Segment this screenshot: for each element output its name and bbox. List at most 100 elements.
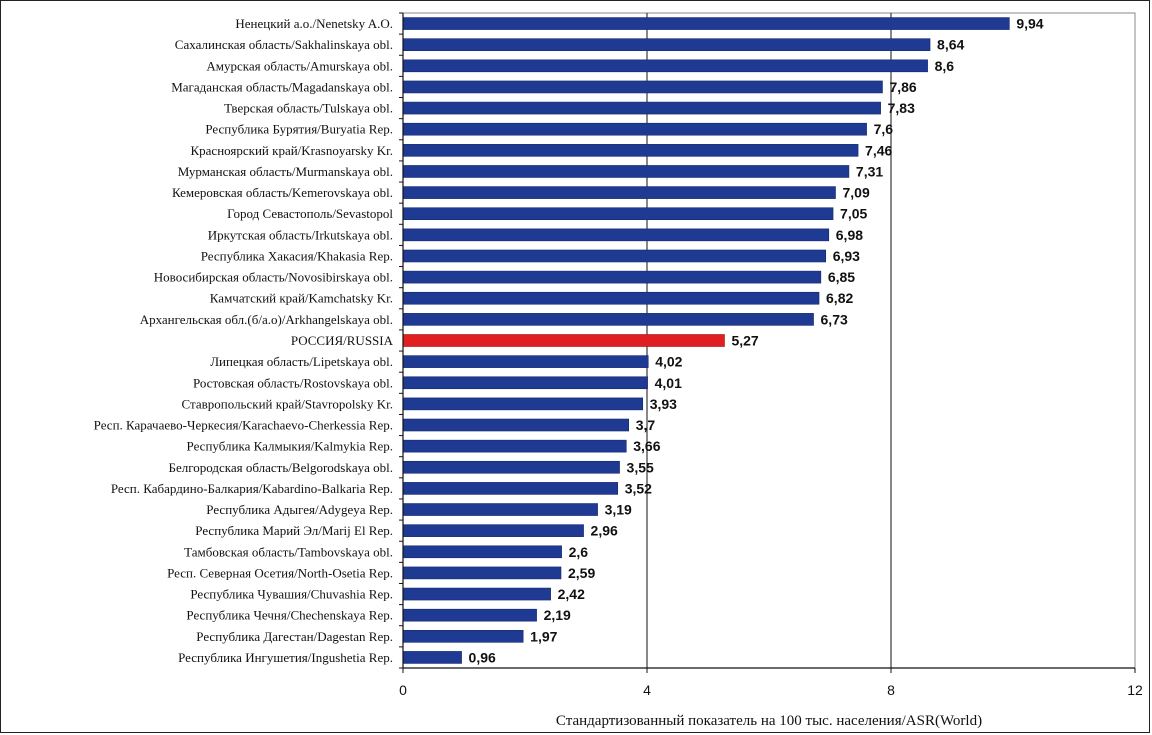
bar xyxy=(402,651,462,664)
category-label: РОССИЯ/RUSSIA xyxy=(291,333,394,348)
value-label: 3,93 xyxy=(650,396,677,412)
category-label: Респ. Карачаево-Черкесия/Karachaevo-Cher… xyxy=(94,418,393,433)
bar xyxy=(402,80,883,94)
x-tick-label: 12 xyxy=(1127,682,1143,698)
value-label: 7,86 xyxy=(889,79,916,95)
bar xyxy=(402,17,1010,30)
value-labels: 9,94 8,64 8,6 7,86 7,83 7,6 7,46 7,31 7,09 7,05 6,… xyxy=(469,16,1044,666)
bar xyxy=(402,228,830,242)
category-label: Кемеровская область/Kemerovskaya obl. xyxy=(172,185,393,200)
category-label: Тверская область/Tulskaya obl. xyxy=(224,101,393,116)
x-tick-label: 4 xyxy=(643,682,651,698)
x-tick-label: 8 xyxy=(887,682,895,698)
category-label: Архангельская обл.(б/а.о)/Arkhangelskaya… xyxy=(140,312,393,327)
value-label: 7,05 xyxy=(840,206,867,222)
bar xyxy=(402,418,629,432)
bar xyxy=(402,122,867,136)
bar xyxy=(402,630,524,643)
bar xyxy=(402,608,537,622)
bar xyxy=(402,313,814,326)
bar xyxy=(402,524,584,537)
category-label: Ненецкий а.о./Nenetsky A.O. xyxy=(235,16,393,31)
bar xyxy=(402,207,834,221)
value-label: 5,27 xyxy=(731,333,758,349)
bar xyxy=(402,482,619,495)
category-label: Тамбовская область/Tambovskaya obl. xyxy=(184,544,393,559)
bar-russia xyxy=(402,334,725,347)
value-label: 4,02 xyxy=(655,354,682,370)
category-label: Респ. Кабардино-Балкария/Kabardino-Balka… xyxy=(111,481,393,496)
category-labels: Ненецкий а.о./Nenetsky A.O. Сахалинская о… xyxy=(94,16,394,665)
value-label: 6,85 xyxy=(828,269,855,285)
bars xyxy=(402,17,1010,664)
category-label: Респ. Северная Осетия/North-Osetia Rep. xyxy=(167,565,393,580)
value-label: 6,98 xyxy=(836,227,863,243)
bar xyxy=(402,186,836,199)
value-label: 2,6 xyxy=(569,544,589,560)
category-label: Мурманская область/Murmanskaya obl. xyxy=(178,164,393,179)
value-label: 3,19 xyxy=(605,502,632,518)
bar xyxy=(402,38,931,51)
x-axis-title: Стандартизованный показатель на 100 тыс.… xyxy=(556,713,982,729)
bar xyxy=(402,566,562,580)
value-label: 8,64 xyxy=(937,37,964,53)
x-tick-label: 0 xyxy=(399,682,407,698)
value-label: 7,31 xyxy=(856,163,883,179)
bar xyxy=(402,144,859,157)
category-label: Камчатский край/Kamchatsky Kr. xyxy=(210,291,393,306)
category-label: Сахалинская область/Sakhalinskaya obl. xyxy=(175,37,393,52)
value-label: 4,01 xyxy=(655,375,682,391)
bar xyxy=(402,101,881,115)
value-label: 6,82 xyxy=(826,290,853,306)
bar xyxy=(402,460,620,474)
value-label: 6,73 xyxy=(821,311,848,327)
value-label: 9,94 xyxy=(1016,16,1043,32)
category-label: Иркутская область/Irkutskaya obl. xyxy=(208,227,393,242)
value-label: 8,6 xyxy=(935,58,955,74)
value-label: 2,42 xyxy=(558,586,585,602)
category-label: Ставропольский край/Stavropolsky Kr. xyxy=(182,396,393,411)
category-label: Республика Калмыкия/Kalmykia Rep. xyxy=(187,439,393,454)
value-label: 6,93 xyxy=(833,248,860,264)
value-label: 1,97 xyxy=(530,628,557,644)
category-label: Республика Адыгея/Adygeya Rep. xyxy=(206,502,393,517)
value-label: 7,83 xyxy=(888,100,915,116)
category-label: Белгородская область/Belgorodskaya obl. xyxy=(169,460,394,475)
value-label: 2,96 xyxy=(591,523,618,539)
bar xyxy=(402,503,598,516)
category-label: Республика Дагестан/Dagestan Rep. xyxy=(196,629,393,644)
category-label: Магаданская область/Magadanskaya obl. xyxy=(171,79,393,94)
category-label: Новосибирская область/Novosibirskaya obl… xyxy=(154,270,393,285)
category-label: Ростовская область/Rostovskaya obl. xyxy=(193,375,393,390)
bar xyxy=(402,291,820,305)
value-label: 3,52 xyxy=(625,480,652,496)
category-label: Республика Бурятия/Buryatia Rep. xyxy=(205,122,393,137)
bar xyxy=(402,397,644,411)
category-label: Республика Чувашия/Chuvashia Rep. xyxy=(190,587,393,602)
category-label: Республика Чечня/Chechenskaya Rep. xyxy=(186,608,393,623)
value-label: 7,09 xyxy=(842,185,869,201)
value-label: 3,55 xyxy=(627,459,654,475)
value-label: 0,96 xyxy=(469,649,496,665)
bar xyxy=(402,355,649,368)
value-label: 2,19 xyxy=(544,607,571,623)
category-label: Республика Хакасия/Khakasia Rep. xyxy=(201,248,393,263)
axes: 0 4 8 12 xyxy=(399,12,1143,698)
category-label: Республика Ингушетия/Ingushetia Rep. xyxy=(178,650,393,665)
value-label: 3,66 xyxy=(633,438,660,454)
category-label: Красноярский край/Krasnoyarsky Kr. xyxy=(190,143,393,158)
value-label: 7,46 xyxy=(865,142,892,158)
category-label: Республика Марий Эл/Marij El Rep. xyxy=(195,523,393,538)
value-label: 2,59 xyxy=(568,565,595,581)
value-label: 7,6 xyxy=(874,121,894,137)
value-label: 3,7 xyxy=(636,417,656,433)
bar xyxy=(402,439,627,453)
bar xyxy=(402,545,562,559)
bar xyxy=(402,249,827,263)
category-label: Липецкая область/Lipetskaya obl. xyxy=(210,354,393,369)
bar xyxy=(402,270,822,284)
category-label: Город Севастополь/Sevastopol xyxy=(227,206,393,221)
category-label: Амурская область/Amurskaya obl. xyxy=(206,58,393,73)
bar xyxy=(402,587,551,601)
